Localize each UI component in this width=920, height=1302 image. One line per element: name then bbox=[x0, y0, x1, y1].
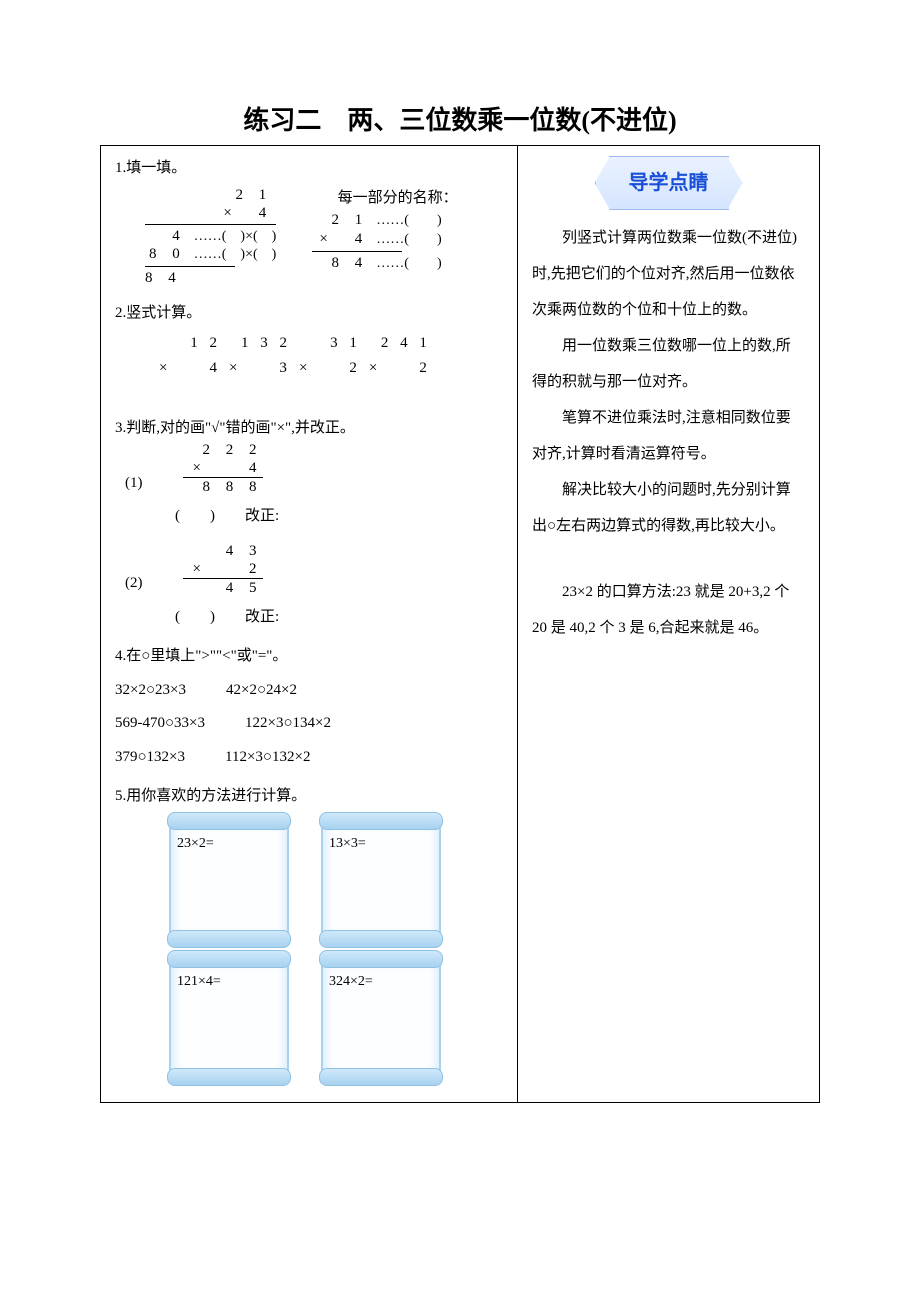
exercises-column: 1.填一填。 2 1 × 4 4 ……( )×( ) 8 0 ……( )×( ) bbox=[101, 146, 518, 1103]
q1-calc-left: 2 1 × 4 4 ……( )×( ) 8 0 ……( )×( ) 8 4 bbox=[145, 186, 276, 288]
q1c2-r2: × 4 bbox=[312, 230, 372, 248]
q5-s4-text: 324×2= bbox=[329, 974, 373, 989]
q1c2-r3: 8 4 bbox=[312, 254, 372, 272]
worksheet-table: 1.填一填。 2 1 × 4 4 ……( )×( ) 8 0 ……( )×( ) bbox=[100, 145, 820, 1103]
q1c1-r3-num: 4 bbox=[168, 227, 190, 245]
q1c2-r1-ann: ……( ) bbox=[372, 213, 441, 230]
q3-i1-idx: (1) bbox=[125, 471, 143, 497]
q2-i2-bot: × 3 bbox=[225, 356, 295, 382]
q3-item2: (2) 4 3 × 2 4 5 ( ) 改正: bbox=[125, 542, 503, 631]
q1c1-r1: 2 1 bbox=[145, 186, 276, 204]
q4-row1: 32×2○23×3 42×2○24×2 bbox=[115, 678, 503, 704]
q3-i2-r3: 4 5 bbox=[183, 579, 263, 597]
q5-s2-text: 13×3= bbox=[329, 836, 366, 851]
q1-names-header: 每一部分的名称： bbox=[292, 186, 503, 212]
q2-i3-top: 3 1 bbox=[295, 331, 365, 357]
q4-r3b: 112×3○132×2 bbox=[225, 745, 310, 771]
q3-i2-calc: 4 3 × 2 4 5 bbox=[183, 542, 263, 597]
q2-i4-top: 2 4 1 bbox=[365, 331, 435, 357]
q1-calc-right: 2 1 ……( ) × 4 ……( ) 8 4 ……( ) bbox=[312, 211, 441, 272]
q4-row2: 569-470○33×3 122×3○134×2 bbox=[115, 711, 503, 737]
guide-p5: 23×2 的口算方法:23 就是 20+3,2 个 20 是 40,2 个 3 … bbox=[532, 574, 805, 646]
q5-label: 5.用你喜欢的方法进行计算。 bbox=[115, 784, 503, 810]
q4-r1a: 32×2○23×3 bbox=[115, 678, 186, 704]
q2-i1-top: 1 2 bbox=[155, 331, 225, 357]
q3-i2-idx: (2) bbox=[125, 571, 143, 597]
q3-item1: (1) 2 2 2 × 4 8 8 8 ( ) 改正: bbox=[125, 441, 503, 530]
q1c2-r2-ann: ……( ) bbox=[372, 232, 441, 249]
q4-r3a: 379○132×3 bbox=[115, 745, 185, 771]
q3-label: 3.判断,对的画"√"错的画"×",并改正。 bbox=[115, 416, 503, 442]
q3-i2-paren: ( ) 改正: bbox=[175, 605, 503, 631]
question-1: 1.填一填。 2 1 × 4 4 ……( )×( ) 8 0 ……( )×( ) bbox=[115, 156, 503, 287]
q4-label: 4.在○里填上">""<"或"="。 bbox=[115, 644, 503, 670]
guide-p1: 列竖式计算两位数乘一位数(不进位)时,先把它们的个位对齐,然后用一位数依次乘两位… bbox=[532, 220, 805, 328]
q2-i4-bot: × 2 bbox=[365, 356, 435, 382]
q3-i1-r1: 2 2 2 bbox=[183, 441, 263, 459]
q1c2-r1: 2 1 bbox=[312, 211, 372, 229]
guide-banner: 导学点睛 bbox=[609, 156, 729, 210]
guide-p2: 用一位数乘三位数哪一位上的数,所得的积就与那一位对齐。 bbox=[532, 328, 805, 400]
q1c1-r5: 8 4 bbox=[145, 269, 276, 287]
q2-vertical-row: 1 2 1 3 2 3 1 2 4 1 × 4 × 3 × 2 × 2 bbox=[155, 331, 435, 382]
q4-r2a: 569-470○33×3 bbox=[115, 711, 205, 737]
q2-i2-top: 1 3 2 bbox=[225, 331, 295, 357]
q1c2-r3-ann: ……( ) bbox=[372, 256, 441, 273]
question-5: 5.用你喜欢的方法进行计算。 23×2= 13×3= 121×4= 324×2= bbox=[115, 784, 503, 1078]
q2-i1-bot: × 4 bbox=[155, 356, 225, 382]
q4-r2b: 122×3○134×2 bbox=[245, 711, 331, 737]
page-title: 练习二 两、三位数乘一位数(不进位) bbox=[100, 100, 820, 137]
q5-s3-text: 121×4= bbox=[177, 974, 221, 989]
question-3: 3.判断,对的画"√"错的画"×",并改正。 (1) 2 2 2 × 4 8 8… bbox=[115, 416, 503, 631]
q5-scroll-grid: 23×2= 13×3= 121×4= 324×2= bbox=[169, 820, 449, 1078]
guide-p3: 笔算不进位乘法时,注意相同数位要对齐,计算时看清运算符号。 bbox=[532, 400, 805, 472]
q2-label: 2.竖式计算。 bbox=[115, 301, 503, 327]
q1-label: 1.填一填。 bbox=[115, 156, 503, 182]
q1c1-r4-num: 8 0 bbox=[145, 245, 190, 263]
q3-i1-r2: × 4 bbox=[183, 459, 263, 477]
q3-i1-calc: 2 2 2 × 4 8 8 8 bbox=[183, 441, 263, 496]
q5-scroll-2: 13×3= bbox=[321, 820, 441, 940]
guide-header-wrap: 导学点睛 bbox=[532, 156, 805, 210]
q3-i2-r1: 4 3 bbox=[183, 542, 263, 560]
question-4: 4.在○里填上">""<"或"="。 32×2○23×3 42×2○24×2 5… bbox=[115, 644, 503, 770]
q3-i1-paren: ( ) 改正: bbox=[175, 504, 503, 530]
q2-i3-bot: × 2 bbox=[295, 356, 365, 382]
q4-row3: 379○132×3 112×3○132×2 bbox=[115, 745, 503, 771]
q5-scroll-1: 23×2= bbox=[169, 820, 289, 940]
q5-scroll-3: 121×4= bbox=[169, 958, 289, 1078]
q5-s1-text: 23×2= bbox=[177, 836, 214, 851]
q3-i2-r2: × 2 bbox=[183, 560, 263, 578]
question-2: 2.竖式计算。 1 2 1 3 2 3 1 2 4 1 × 4 × 3 × 2 … bbox=[115, 301, 503, 402]
guide-p4: 解决比较大小的问题时,先分别计算出○左右两边算式的得数,再比较大小。 bbox=[532, 472, 805, 544]
q1c1-r4-ann: ……( )×( ) bbox=[190, 247, 277, 264]
q5-scroll-4: 324×2= bbox=[321, 958, 441, 1078]
q1c1-r2: × 4 bbox=[145, 204, 276, 222]
q4-r1b: 42×2○24×2 bbox=[226, 678, 297, 704]
guide-column: 导学点睛 列竖式计算两位数乘一位数(不进位)时,先把它们的个位对齐,然后用一位数… bbox=[518, 146, 820, 1103]
q1c1-r3-ann: ……( )×( ) bbox=[190, 229, 277, 246]
q3-i1-r3: 8 8 8 bbox=[183, 478, 263, 496]
